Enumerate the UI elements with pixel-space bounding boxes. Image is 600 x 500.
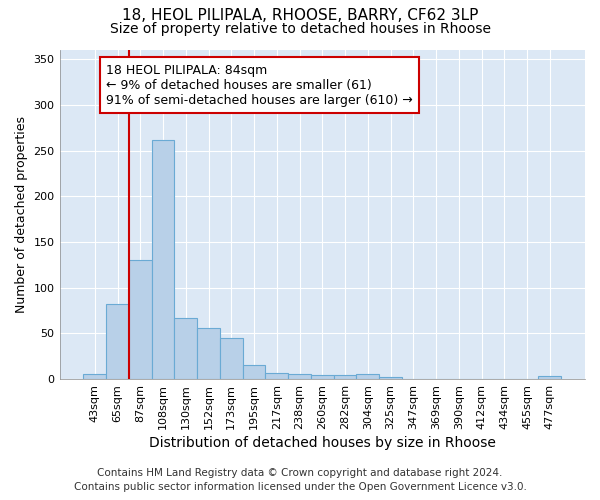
Bar [265, 372, 288, 379]
Bar [288, 374, 311, 379]
Text: 18 HEOL PILIPALA: 84sqm
← 9% of detached houses are smaller (61)
91% of semi-det: 18 HEOL PILIPALA: 84sqm ← 9% of detached… [106, 64, 413, 106]
Bar [152, 140, 175, 379]
Bar [129, 260, 152, 379]
Bar [356, 374, 379, 379]
Bar [242, 366, 265, 379]
Bar [83, 374, 106, 379]
Bar [311, 376, 334, 379]
Text: 18, HEOL PILIPALA, RHOOSE, BARRY, CF62 3LP: 18, HEOL PILIPALA, RHOOSE, BARRY, CF62 3… [122, 8, 478, 22]
Bar [379, 377, 402, 379]
Text: Contains HM Land Registry data © Crown copyright and database right 2024.
Contai: Contains HM Land Registry data © Crown c… [74, 468, 526, 492]
Text: Size of property relative to detached houses in Rhoose: Size of property relative to detached ho… [110, 22, 491, 36]
Bar [175, 318, 197, 379]
Bar [220, 338, 242, 379]
Y-axis label: Number of detached properties: Number of detached properties [15, 116, 28, 313]
Bar [106, 304, 129, 379]
Bar [197, 328, 220, 379]
X-axis label: Distribution of detached houses by size in Rhoose: Distribution of detached houses by size … [149, 436, 496, 450]
Bar [334, 376, 356, 379]
Bar [538, 376, 561, 379]
